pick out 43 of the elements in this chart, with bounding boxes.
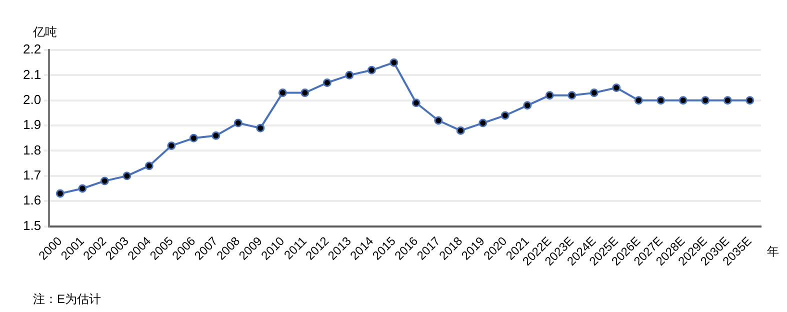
text: 注：E为估计 bbox=[33, 292, 102, 306]
point bbox=[56, 189, 64, 198]
point bbox=[478, 118, 488, 128]
y-tick-label: 1.5 bbox=[22, 218, 42, 233]
point bbox=[701, 96, 710, 105]
point bbox=[545, 91, 554, 100]
point bbox=[322, 78, 332, 87]
point bbox=[523, 101, 532, 110]
y-axis-title: 亿吨 bbox=[32, 25, 57, 39]
y-tick-label: 2.1 bbox=[22, 66, 42, 82]
point bbox=[278, 88, 287, 98]
y-tick-label: 1.6 bbox=[22, 192, 42, 208]
point bbox=[212, 131, 220, 140]
point bbox=[500, 111, 510, 120]
point bbox=[456, 126, 465, 135]
point bbox=[256, 124, 265, 132]
point bbox=[412, 98, 420, 108]
point bbox=[612, 84, 621, 92]
y-tick-label: 2.2 bbox=[22, 42, 42, 57]
point bbox=[656, 96, 666, 105]
point bbox=[144, 162, 154, 170]
point bbox=[678, 96, 688, 105]
y-tick-label: 2.0 bbox=[22, 92, 42, 107]
point bbox=[568, 91, 576, 100]
point bbox=[167, 141, 176, 150]
point bbox=[746, 96, 754, 105]
x-axis-title: 年 bbox=[767, 244, 779, 259]
point bbox=[100, 176, 109, 186]
point bbox=[434, 116, 443, 125]
point bbox=[367, 66, 376, 74]
point bbox=[590, 88, 598, 98]
y-tick-label: 1.7 bbox=[22, 167, 42, 182]
point bbox=[234, 118, 242, 128]
point bbox=[345, 70, 354, 80]
y-tick-label: 1.8 bbox=[22, 142, 42, 158]
point bbox=[189, 134, 198, 142]
y-tick-label: 1.9 bbox=[22, 117, 42, 132]
point bbox=[723, 96, 732, 105]
point bbox=[300, 88, 310, 98]
point bbox=[122, 172, 132, 180]
point bbox=[78, 184, 87, 193]
point bbox=[390, 58, 398, 67]
point bbox=[634, 96, 643, 105]
